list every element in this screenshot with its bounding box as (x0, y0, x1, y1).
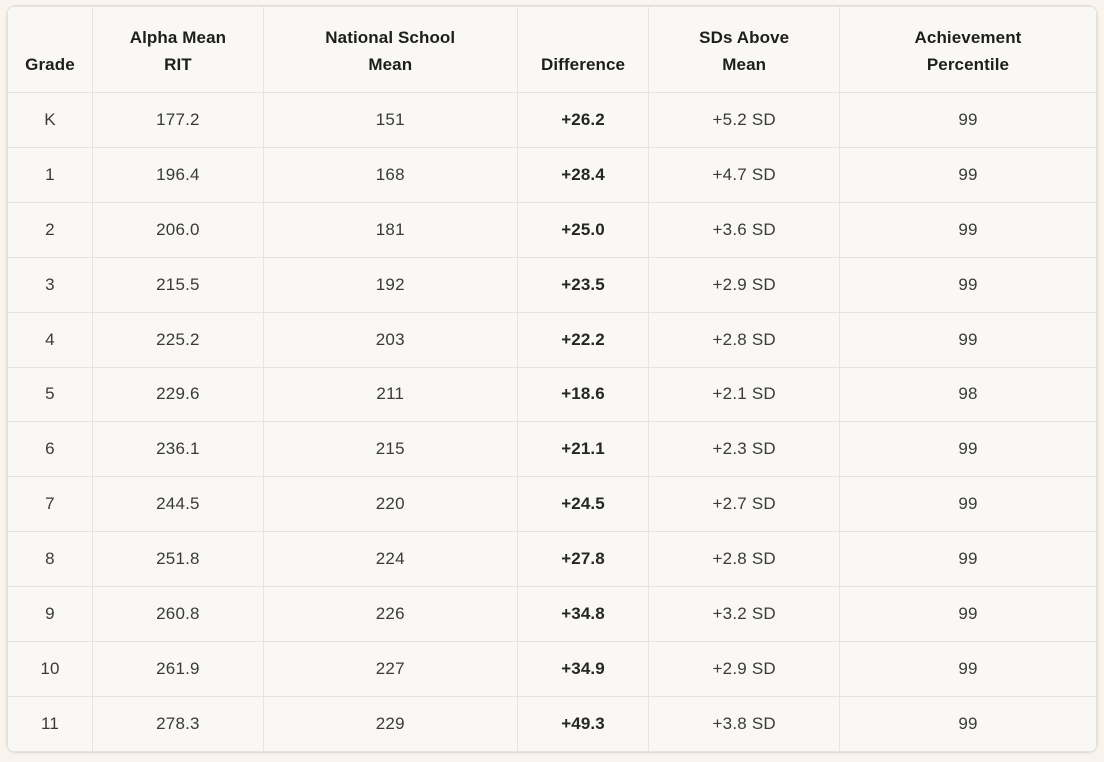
cell-grade: 5 (7, 366, 93, 423)
cell-grade: 11 (7, 695, 93, 752)
cell-alpha-mean-rit: 236.1 (91, 421, 264, 478)
cell-difference: +25.0 (516, 201, 650, 258)
cell-difference: +27.8 (516, 531, 650, 588)
cell-sds-above-mean: +3.8 SD (648, 695, 840, 752)
table-row: 8 251.8 224 +27.8 +2.8 SD 99 (7, 531, 1097, 588)
table-row: K 177.2 151 +26.2 +5.2 SD 99 (7, 92, 1097, 148)
table-row: 7 244.5 220 +24.5 +2.7 SD 99 (7, 476, 1097, 533)
cell-sds-above-mean: +2.7 SD (648, 476, 840, 533)
cell-difference: +26.2 (516, 92, 650, 148)
cell-sds-above-mean: +3.6 SD (648, 201, 840, 258)
cell-grade: 4 (7, 311, 93, 368)
cell-grade: 8 (7, 531, 93, 588)
cell-national-school-mean: 168 (262, 146, 518, 203)
cell-difference: +34.8 (516, 586, 650, 643)
header-row: Grade Alpha Mean RIT National School Mea… (7, 6, 1097, 93)
cell-difference: +21.1 (516, 421, 650, 478)
table-row: 9 260.8 226 +34.8 +3.2 SD 99 (7, 586, 1097, 643)
cell-national-school-mean: 215 (262, 421, 518, 478)
cell-achievement-percentile: 99 (838, 421, 1097, 478)
table-row: 2 206.0 181 +25.0 +3.6 SD 99 (7, 201, 1097, 258)
cell-difference: +23.5 (516, 256, 650, 313)
cell-grade: 3 (7, 256, 93, 313)
cell-sds-above-mean: +2.8 SD (648, 311, 840, 368)
cell-achievement-percentile: 99 (838, 311, 1097, 368)
cell-difference: +49.3 (516, 695, 650, 752)
table-row: 6 236.1 215 +21.1 +2.3 SD 99 (7, 421, 1097, 478)
table-row: 1 196.4 168 +28.4 +4.7 SD 99 (7, 146, 1097, 203)
cell-alpha-mean-rit: 244.5 (91, 476, 264, 533)
cell-sds-above-mean: +2.3 SD (648, 421, 840, 478)
cell-alpha-mean-rit: 206.0 (91, 201, 264, 258)
cell-sds-above-mean: +5.2 SD (648, 92, 840, 148)
cell-grade: 6 (7, 421, 93, 478)
cell-alpha-mean-rit: 177.2 (91, 92, 264, 148)
cell-achievement-percentile: 98 (838, 366, 1097, 423)
column-header-achievement-percentile: Achievement Percentile (838, 6, 1097, 93)
cell-achievement-percentile: 99 (838, 201, 1097, 258)
cell-national-school-mean: 181 (262, 201, 518, 258)
cell-national-school-mean: 203 (262, 311, 518, 368)
cell-difference: +28.4 (516, 146, 650, 203)
cell-grade: 2 (7, 201, 93, 258)
cell-grade: 1 (7, 146, 93, 203)
cell-achievement-percentile: 99 (838, 476, 1097, 533)
cell-difference: +24.5 (516, 476, 650, 533)
cell-grade: 9 (7, 586, 93, 643)
achievement-table-card: Grade Alpha Mean RIT National School Mea… (6, 5, 1098, 753)
cell-difference: +22.2 (516, 311, 650, 368)
cell-national-school-mean: 192 (262, 256, 518, 313)
cell-national-school-mean: 220 (262, 476, 518, 533)
cell-sds-above-mean: +4.7 SD (648, 146, 840, 203)
cell-achievement-percentile: 99 (838, 586, 1097, 643)
cell-alpha-mean-rit: 260.8 (91, 586, 264, 643)
table-row: 5 229.6 211 +18.6 +2.1 SD 98 (7, 366, 1097, 423)
cell-alpha-mean-rit: 196.4 (91, 146, 264, 203)
cell-difference: +34.9 (516, 641, 650, 697)
cell-national-school-mean: 226 (262, 586, 518, 643)
column-header-sds-above-mean: SDs Above Mean (648, 6, 840, 93)
cell-alpha-mean-rit: 225.2 (91, 311, 264, 368)
table-body: K 177.2 151 +26.2 +5.2 SD 99 1 196.4 168 +28.4 +4.… (7, 92, 1097, 752)
cell-national-school-mean: 224 (262, 531, 518, 588)
cell-sds-above-mean: +3.2 SD (648, 586, 840, 643)
cell-alpha-mean-rit: 215.5 (91, 256, 264, 313)
cell-sds-above-mean: +2.9 SD (648, 641, 840, 697)
cell-national-school-mean: 229 (262, 695, 518, 752)
table-row: 10 261.9 227 +34.9 +2.9 SD 99 (7, 641, 1097, 697)
cell-achievement-percentile: 99 (838, 641, 1097, 697)
cell-grade: 10 (7, 641, 93, 697)
achievement-table: Grade Alpha Mean RIT National School Mea… (7, 6, 1097, 752)
cell-difference: +18.6 (516, 366, 650, 423)
cell-alpha-mean-rit: 229.6 (91, 366, 264, 423)
cell-national-school-mean: 151 (262, 92, 518, 148)
table-row: 3 215.5 192 +23.5 +2.9 SD 99 (7, 256, 1097, 313)
cell-grade: K (7, 92, 93, 148)
cell-grade: 7 (7, 476, 93, 533)
table-row: 11 278.3 229 +49.3 +3.8 SD 99 (7, 695, 1097, 752)
cell-achievement-percentile: 99 (838, 695, 1097, 752)
cell-sds-above-mean: +2.1 SD (648, 366, 840, 423)
cell-national-school-mean: 227 (262, 641, 518, 697)
cell-national-school-mean: 211 (262, 366, 518, 423)
cell-sds-above-mean: +2.9 SD (648, 256, 840, 313)
column-header-difference: Difference (516, 6, 650, 93)
column-header-national-school-mean: National School Mean (262, 6, 518, 93)
cell-alpha-mean-rit: 251.8 (91, 531, 264, 588)
cell-alpha-mean-rit: 278.3 (91, 695, 264, 752)
table-row: 4 225.2 203 +22.2 +2.8 SD 99 (7, 311, 1097, 368)
cell-achievement-percentile: 99 (838, 256, 1097, 313)
cell-alpha-mean-rit: 261.9 (91, 641, 264, 697)
cell-achievement-percentile: 99 (838, 531, 1097, 588)
column-header-alpha-mean-rit: Alpha Mean RIT (91, 6, 264, 93)
cell-sds-above-mean: +2.8 SD (648, 531, 840, 588)
cell-achievement-percentile: 99 (838, 92, 1097, 148)
cell-achievement-percentile: 99 (838, 146, 1097, 203)
column-header-grade: Grade (7, 6, 93, 93)
